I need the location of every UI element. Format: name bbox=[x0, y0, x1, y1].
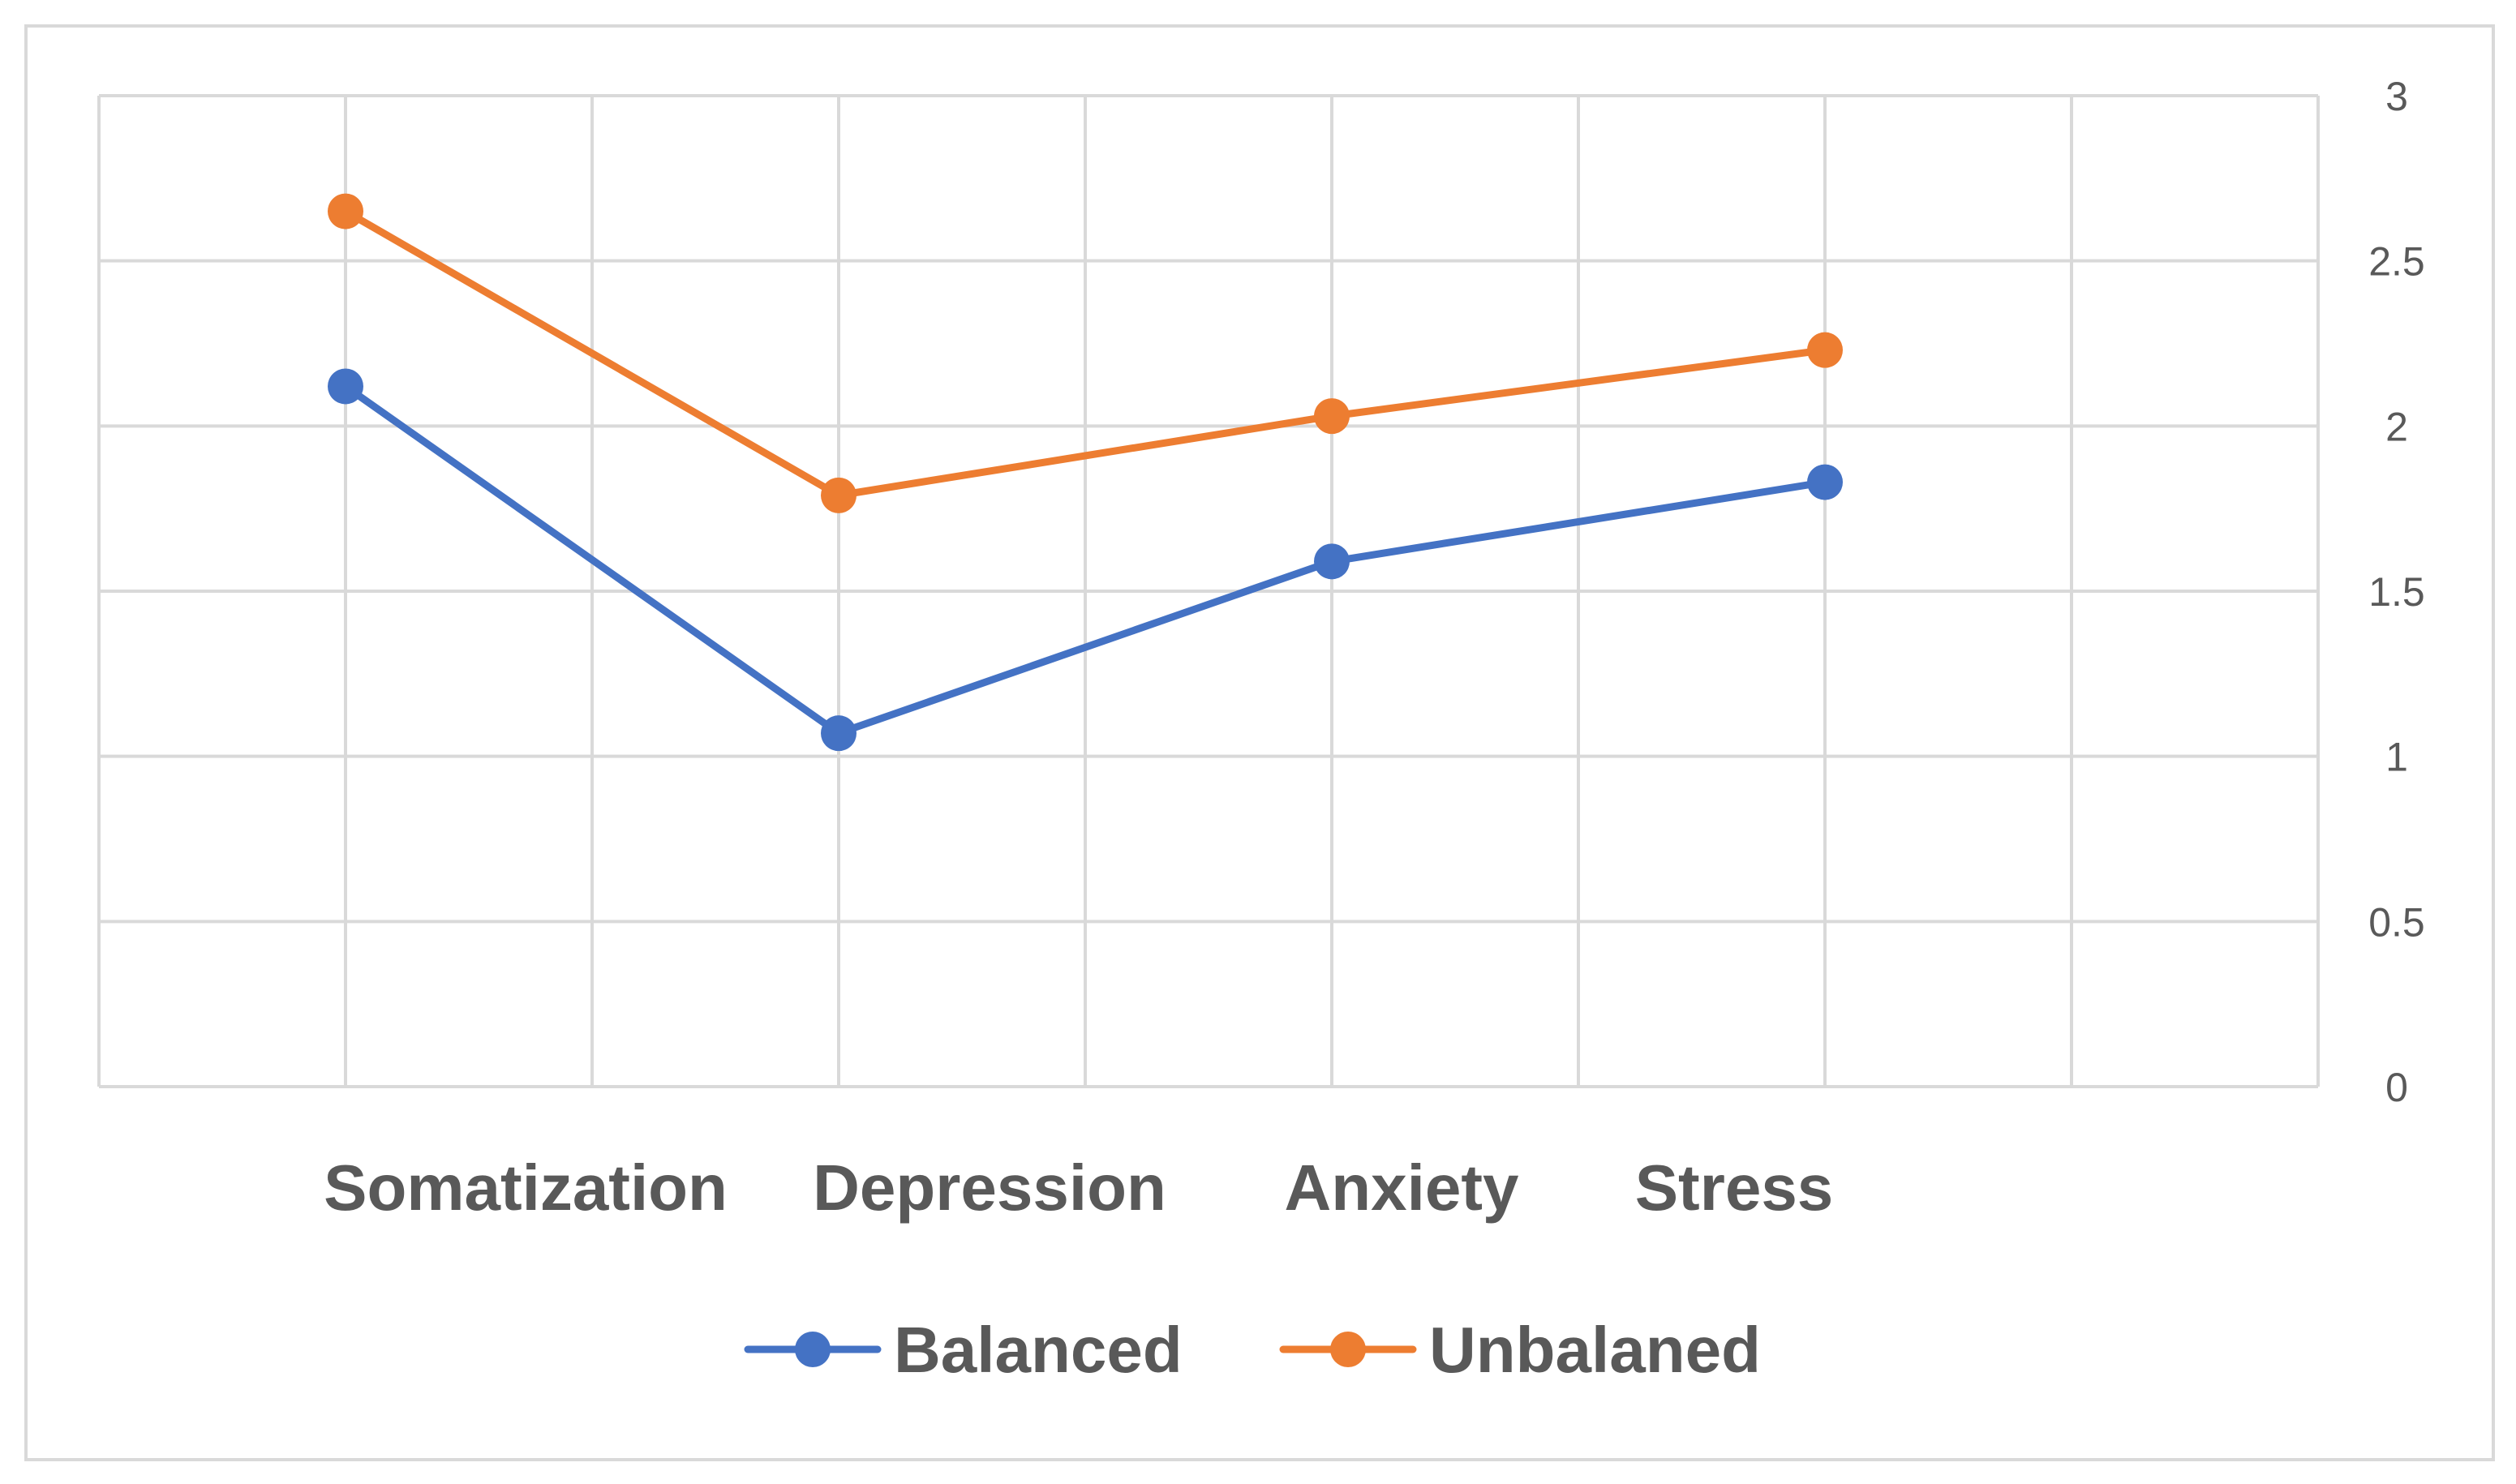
category-label: Depression bbox=[813, 1152, 1166, 1224]
category-label: Stress bbox=[1635, 1152, 1834, 1224]
data-point bbox=[821, 477, 857, 513]
y-tick-label: 2 bbox=[2385, 404, 2408, 449]
data-point bbox=[328, 193, 363, 229]
y-axis-tick-labels: 0 0.5 1 1.5 2 2.5 3 bbox=[2368, 74, 2425, 1110]
y-tick-label: 3 bbox=[2385, 74, 2408, 119]
category-labels: Somatization Depression Anxiety Stress bbox=[324, 1152, 1833, 1224]
series-balanced bbox=[328, 368, 1843, 752]
legend-marker bbox=[795, 1332, 831, 1367]
data-point bbox=[1314, 543, 1350, 580]
legend: Balanced Unbalaned bbox=[744, 1314, 1761, 1386]
y-tick-label: 0.5 bbox=[2368, 899, 2425, 945]
data-point bbox=[1314, 398, 1350, 435]
series-line bbox=[341, 208, 1829, 500]
category-label: Somatization bbox=[324, 1152, 728, 1224]
legend-label: Unbalaned bbox=[1429, 1314, 1761, 1386]
series-line bbox=[341, 382, 1829, 737]
data-point bbox=[1807, 332, 1843, 368]
y-tick-label: 1 bbox=[2385, 735, 2408, 780]
series-lines bbox=[328, 193, 1843, 752]
category-label: Anxiety bbox=[1285, 1152, 1519, 1224]
y-tick-label: 0 bbox=[2385, 1065, 2408, 1110]
legend-item-balanced: Balanced bbox=[744, 1314, 1183, 1386]
data-point bbox=[821, 715, 857, 752]
gridlines bbox=[97, 94, 2320, 1088]
y-tick-label: 1.5 bbox=[2368, 569, 2425, 615]
data-point bbox=[328, 368, 363, 405]
legend-marker bbox=[1330, 1332, 1366, 1367]
series-unbalaned bbox=[328, 193, 1843, 513]
legend-item-unbalaned: Unbalaned bbox=[1279, 1314, 1761, 1386]
legend-label: Balanced bbox=[894, 1314, 1183, 1386]
data-point bbox=[1807, 464, 1843, 500]
y-tick-label: 2.5 bbox=[2368, 239, 2425, 285]
